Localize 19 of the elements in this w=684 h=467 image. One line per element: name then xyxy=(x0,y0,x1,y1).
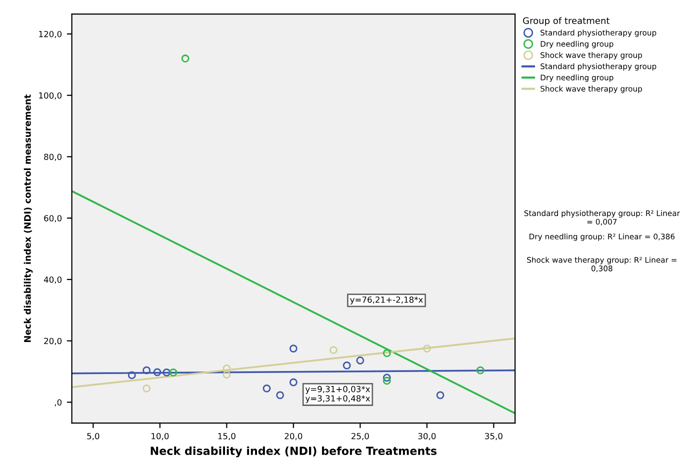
x-tick-label: 30,0 xyxy=(418,432,436,440)
y-tick-label: 20,0 xyxy=(44,338,62,345)
y-tick-label: ,0 xyxy=(54,399,62,406)
legend-title: Group of treatment xyxy=(523,17,610,26)
x-tick-label: 20,0 xyxy=(284,432,302,440)
x-tick-label: 15,0 xyxy=(218,432,236,440)
x-tick-label: 5,0 xyxy=(87,432,100,440)
y-tick-label: 60,0 xyxy=(44,215,62,222)
annotation: y=9,31+0,03*x y=3,31+0,48*x xyxy=(305,386,370,404)
x-tick-label: 10,0 xyxy=(152,432,169,440)
y-tick-label: 40,0 xyxy=(44,276,62,284)
y-tick-label: 80,0 xyxy=(44,154,62,161)
y-axis-title: Neck disability index (NDI) control measurement xyxy=(24,94,33,342)
y-tick-label: 120,0 xyxy=(39,30,62,38)
y-tick-label: 100,0 xyxy=(39,92,62,100)
annotation: y=76,21+-2,18*x xyxy=(350,296,423,304)
x-axis-title: Neck disability index (NDI) before Treatments xyxy=(150,446,437,458)
x-tick-label: 35,0 xyxy=(485,432,502,440)
x-tick-label: 25,0 xyxy=(352,432,369,440)
